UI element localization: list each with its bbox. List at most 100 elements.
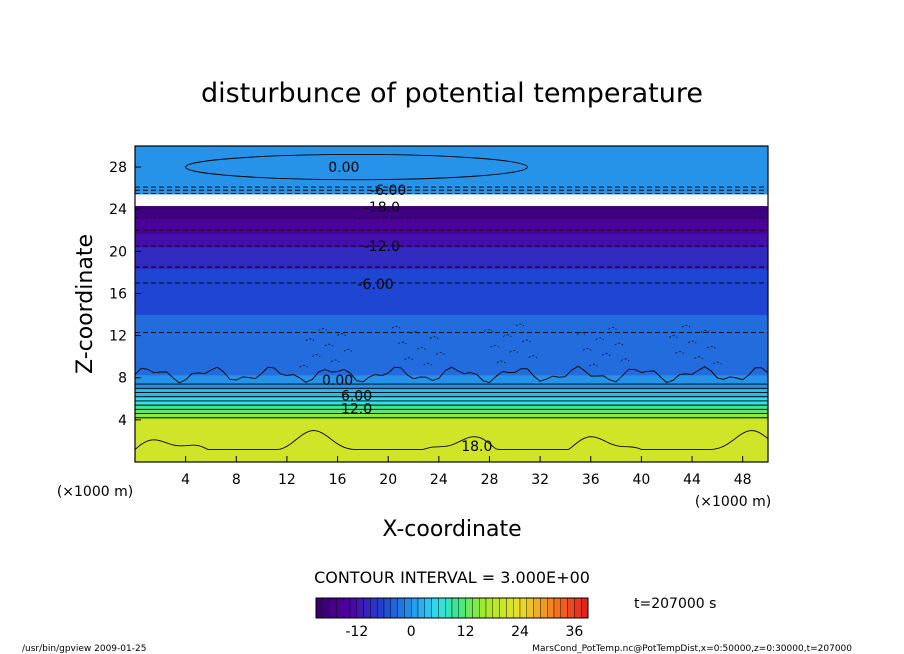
colorbar-cell xyxy=(472,597,480,619)
field-band xyxy=(135,280,768,284)
contour-loop-top xyxy=(185,153,528,181)
colorbar-cell xyxy=(383,597,392,619)
colorbar-cell xyxy=(424,597,432,619)
field-band xyxy=(135,191,768,194)
colorbar-cell xyxy=(315,597,324,619)
x-tick-label: 8 xyxy=(232,472,241,488)
field-band xyxy=(135,411,768,414)
field-band xyxy=(135,373,768,376)
contour-interval-text: CONTOUR INTERVAL = 3.000E+00 xyxy=(314,568,590,587)
contour-label: -6.00 xyxy=(357,277,393,293)
colorbar-cell xyxy=(343,597,351,619)
colorbar-cell xyxy=(451,597,460,619)
field-band xyxy=(135,255,768,261)
colorbar-cell xyxy=(499,597,507,619)
field-band xyxy=(135,285,768,289)
colorbar-cell xyxy=(438,597,446,619)
colorbar-cells xyxy=(315,597,589,619)
field-band xyxy=(135,419,768,428)
contour-fragment xyxy=(305,338,315,342)
field-band xyxy=(135,251,768,257)
contour-label: 18.0 xyxy=(461,439,492,455)
contour-fragment xyxy=(436,352,445,355)
colorbar-tick-label: 36 xyxy=(565,624,583,640)
colorbar-ticks: -12 0 12 24 36 xyxy=(345,624,583,640)
contour-line-wavy xyxy=(135,365,768,384)
contour-fragment xyxy=(576,332,586,335)
field-band xyxy=(135,385,768,388)
contour-fragment xyxy=(410,331,420,334)
colorbar-cell xyxy=(533,597,541,619)
y-tick-label: 12 xyxy=(109,329,127,345)
colorbar-cell xyxy=(526,597,534,619)
plot-frame xyxy=(134,145,769,463)
field-band xyxy=(135,300,768,308)
colorbar-cell xyxy=(479,597,487,619)
contour-fragment xyxy=(429,336,439,340)
contour-fragment xyxy=(490,344,499,348)
contour-label: 12.0 xyxy=(341,401,372,417)
field-band xyxy=(135,404,768,407)
field-band xyxy=(135,187,768,190)
colorbar-cell xyxy=(322,597,330,619)
contour-fragment xyxy=(423,362,432,366)
field-band xyxy=(135,175,768,178)
field-band xyxy=(135,206,768,210)
field-band xyxy=(135,314,768,322)
x-tick-label: 16 xyxy=(329,472,347,488)
field-band xyxy=(135,268,768,274)
contour-fragment xyxy=(404,357,413,361)
field-band xyxy=(135,354,768,362)
field-band xyxy=(135,380,768,383)
field-band xyxy=(135,376,768,379)
field-band xyxy=(135,377,768,380)
contour-fragment xyxy=(669,335,678,338)
field-band xyxy=(135,383,768,386)
contour-fragment xyxy=(675,351,684,354)
field-band xyxy=(135,229,768,235)
field-band xyxy=(135,417,768,420)
colorbar-cell xyxy=(519,597,528,619)
field-band xyxy=(135,367,768,374)
missing-data-band xyxy=(135,194,768,207)
colorbar-cell xyxy=(329,597,337,619)
contour-fragment xyxy=(391,325,401,329)
contour-fragment xyxy=(589,363,598,367)
y-axis-ticks: 4 8 12 16 20 24 28 xyxy=(109,160,141,429)
contour-fragment xyxy=(503,334,512,337)
contour-fragment xyxy=(522,339,531,343)
colorbar-cell xyxy=(560,597,568,619)
field-band xyxy=(135,177,768,180)
field-band xyxy=(135,242,768,248)
field-band xyxy=(135,290,768,294)
field-band xyxy=(135,341,768,349)
contour-fragment xyxy=(608,326,617,330)
y-tick-label: 4 xyxy=(118,413,127,429)
colorbar-tick-label: 12 xyxy=(457,624,475,640)
contour-fragment xyxy=(311,354,321,357)
colorbar-cell xyxy=(553,597,562,619)
contour-fragment xyxy=(299,364,308,368)
field-band xyxy=(135,181,768,184)
colorbar-cell xyxy=(390,597,398,619)
colorbar-cell xyxy=(356,597,364,619)
x-tick-label: 12 xyxy=(278,472,296,488)
field-band xyxy=(135,277,768,281)
colorbar-cell xyxy=(417,597,426,619)
contour-label: -18.0 xyxy=(364,200,400,216)
contour-fragment xyxy=(484,329,493,332)
x-tick-label: 4 xyxy=(181,472,190,488)
colorbar-tick-label: 0 xyxy=(407,624,416,640)
colorbar: -12 0 12 24 36 xyxy=(315,597,589,640)
field-band xyxy=(135,348,768,355)
field-band xyxy=(135,246,768,252)
contour-fragment xyxy=(398,341,407,345)
x-axis-label: X-coordinate xyxy=(382,517,521,542)
contour-label: -12.0 xyxy=(364,239,400,255)
contour-fragment xyxy=(343,349,353,352)
field-band xyxy=(135,238,768,243)
contour-fragment xyxy=(496,360,506,364)
field-band xyxy=(135,182,768,186)
contour-fragment xyxy=(706,345,716,349)
contour-fragment xyxy=(330,359,340,363)
